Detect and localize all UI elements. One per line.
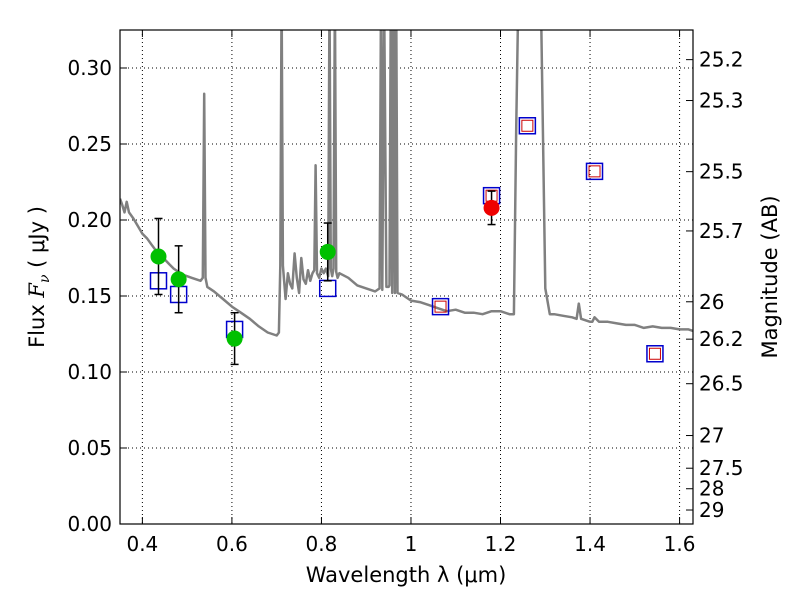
y-axis-label-symbol: F bbox=[25, 282, 49, 299]
x-axis-label: Wavelength λ (μm) bbox=[306, 563, 507, 587]
red-point bbox=[483, 199, 500, 216]
x-tick-label: 0.4 bbox=[126, 532, 158, 556]
magnitude-tick-label: 25.5 bbox=[699, 160, 744, 184]
y-tick-label: 0.20 bbox=[67, 208, 112, 232]
magnitude-tick-label: 26.2 bbox=[699, 327, 744, 351]
red-inner-box-marker bbox=[521, 119, 534, 132]
sed-line bbox=[120, 30, 693, 337]
y-tick-label: 0.30 bbox=[67, 56, 112, 80]
blue-box-marker bbox=[646, 345, 664, 363]
y-tick-label: 0.15 bbox=[67, 284, 112, 308]
plot-frame bbox=[119, 29, 694, 525]
blue-box-marker bbox=[585, 162, 604, 181]
x-tick-label: 1.4 bbox=[574, 532, 606, 556]
y-tick-label: 0.25 bbox=[67, 132, 112, 156]
y-axis-label-subscript: ν bbox=[37, 274, 53, 283]
x-tick-label: 1.6 bbox=[664, 532, 696, 556]
green-point bbox=[226, 330, 243, 347]
magnitude-tick-label: 27 bbox=[699, 424, 724, 448]
x-tick-label: 0.6 bbox=[216, 532, 248, 556]
x-tick-label: 1.2 bbox=[485, 532, 517, 556]
ticks: 0.4 0.6 0.8 1 1.2 1.4 1.6 0.00 0.05 0.10 0.15 0.20 0… bbox=[67, 30, 744, 556]
x-tick-label: 1 bbox=[405, 532, 418, 556]
magnitude-tick-label: 25.7 bbox=[699, 219, 744, 243]
magnitude-tick-label: 26.5 bbox=[699, 372, 744, 396]
right-axis-label: Magnitude (AB) bbox=[758, 195, 782, 358]
magnitude-tick-label: 28 bbox=[699, 477, 724, 501]
y-axis-label-prefix: Flux bbox=[25, 298, 49, 348]
magnitude-tick-label: 27.5 bbox=[699, 456, 744, 480]
y-tick-label: 0.05 bbox=[67, 436, 112, 460]
green-point bbox=[319, 243, 336, 260]
y-tick-label: 0.10 bbox=[67, 360, 112, 384]
green-point bbox=[150, 248, 167, 265]
x-tick-label: 0.8 bbox=[306, 532, 338, 556]
red-inner-box-marker bbox=[648, 347, 661, 360]
green-point bbox=[170, 271, 187, 288]
magnitude-tick-label: 26 bbox=[699, 290, 724, 314]
magnitude-tick-label: 29 bbox=[699, 498, 724, 522]
red-inner-box-marker bbox=[434, 300, 447, 313]
magnitude-tick-label: 25.3 bbox=[699, 89, 744, 113]
sed-layer bbox=[120, 30, 693, 337]
blue-box-marker bbox=[431, 297, 450, 316]
y-axis-label-suffix: ( μJy ) bbox=[25, 206, 49, 274]
marker-layer bbox=[149, 117, 664, 366]
y-axis-label: Flux Fν ( μJy ) bbox=[25, 206, 53, 348]
red-inner-box-marker bbox=[588, 165, 601, 178]
magnitude-tick-label: 25.2 bbox=[699, 48, 744, 72]
blue-box-marker bbox=[518, 117, 537, 135]
y-tick-label: 0.00 bbox=[67, 512, 112, 536]
